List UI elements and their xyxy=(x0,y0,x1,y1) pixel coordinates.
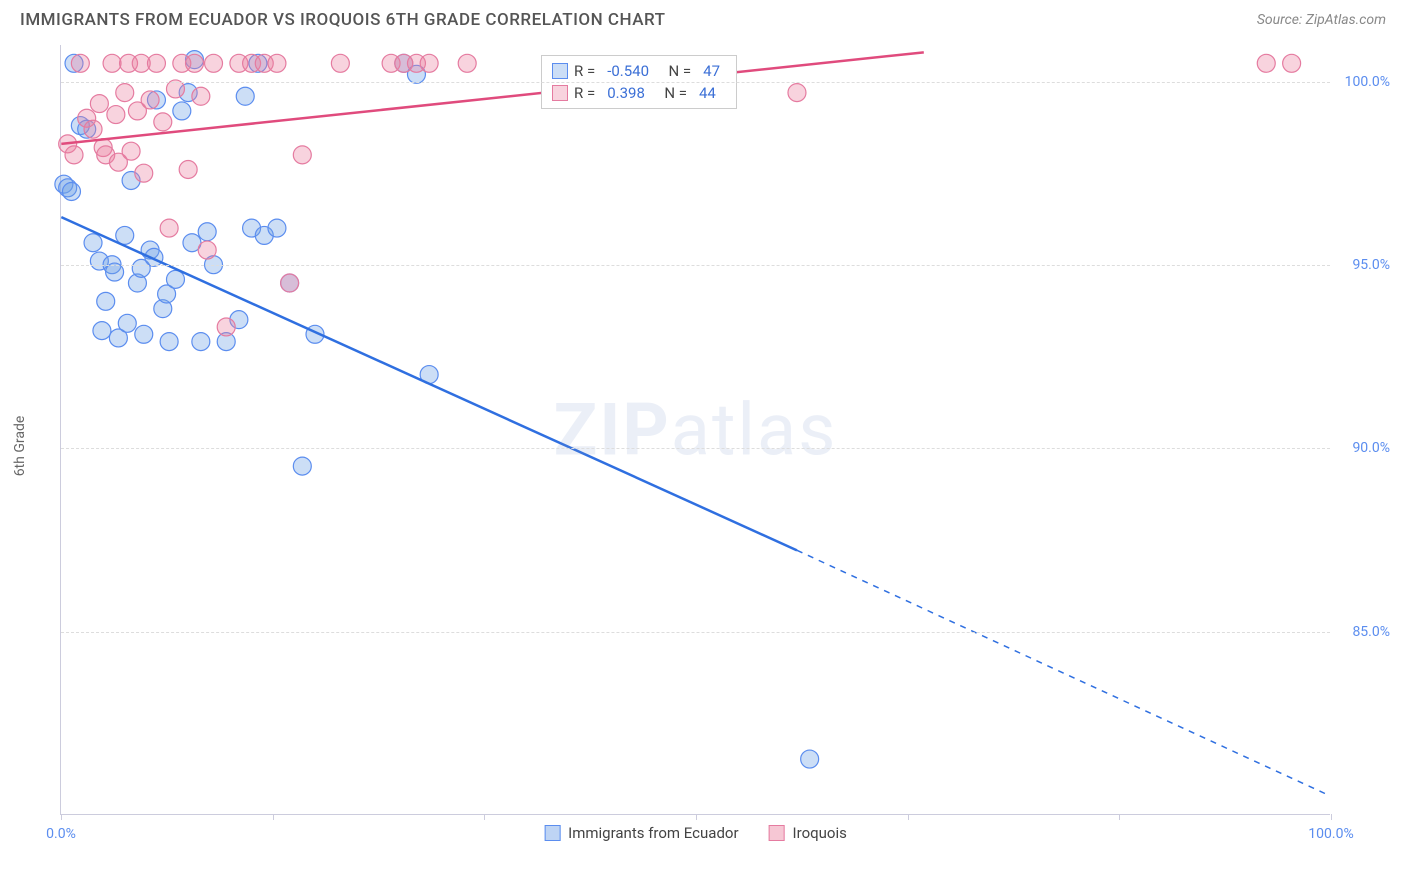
series-legend-item: Iroquois xyxy=(769,824,847,842)
legend-swatch xyxy=(552,63,568,79)
scatter-point xyxy=(135,164,153,182)
legend-swatch xyxy=(769,825,785,841)
legend-n-label: N = xyxy=(657,84,687,102)
scatter-point xyxy=(420,54,438,72)
legend-row: R = 0.398 N = 44 xyxy=(552,82,726,104)
scatter-point xyxy=(122,142,140,160)
series-legend-item: Immigrants from Ecuador xyxy=(544,824,738,842)
source-attribution: Source: ZipAtlas.com xyxy=(1257,12,1386,28)
scatter-point xyxy=(788,84,806,102)
y-tick-label: 90.0% xyxy=(1335,440,1390,456)
y-tick-label: 95.0% xyxy=(1335,257,1390,273)
scatter-point xyxy=(90,95,108,113)
scatter-point xyxy=(160,333,178,351)
scatter-point xyxy=(97,292,115,310)
scatter-point xyxy=(166,270,184,288)
x-tick-mark xyxy=(1331,814,1332,820)
scatter-point xyxy=(293,457,311,475)
scatter-point xyxy=(198,223,216,241)
legend-n-value: 44 xyxy=(693,84,722,102)
scatter-plot-svg xyxy=(61,45,1330,814)
scatter-point xyxy=(84,120,102,138)
x-tick-mark xyxy=(696,814,697,820)
scatter-point xyxy=(135,325,153,343)
scatter-point xyxy=(62,182,80,200)
chart-plot-area: ZIPatlas R =-0.540 N =47R =0.398 N =44 I… xyxy=(60,45,1330,815)
legend-r-label: R = xyxy=(574,84,595,102)
scatter-point xyxy=(1283,54,1301,72)
gridline xyxy=(61,632,1330,633)
scatter-point xyxy=(173,102,191,120)
legend-swatch xyxy=(552,85,568,101)
scatter-point xyxy=(154,113,172,131)
legend-row: R = -0.540 N = 47 xyxy=(552,60,726,82)
scatter-point xyxy=(268,219,286,237)
scatter-point xyxy=(141,91,159,109)
scatter-point xyxy=(147,54,165,72)
chart-title: IMMIGRANTS FROM ECUADOR VS IROQUOIS 6TH … xyxy=(20,10,666,30)
regression-line-dashed xyxy=(797,550,1330,795)
scatter-point xyxy=(1257,54,1275,72)
series-legend-label: Immigrants from Ecuador xyxy=(568,824,738,842)
scatter-point xyxy=(103,54,121,72)
series-legend: Immigrants from Ecuador Iroquois xyxy=(544,824,847,842)
x-tick-mark xyxy=(273,814,274,820)
legend-swatch xyxy=(544,825,560,841)
gridline xyxy=(61,265,1330,266)
scatter-point xyxy=(107,106,125,124)
scatter-point xyxy=(192,87,210,105)
scatter-point xyxy=(198,241,216,259)
scatter-point xyxy=(84,234,102,252)
scatter-point xyxy=(458,54,476,72)
x-tick-mark xyxy=(1119,814,1120,820)
scatter-point xyxy=(236,87,254,105)
chart-header: IMMIGRANTS FROM ECUADOR VS IROQUOIS 6TH … xyxy=(0,0,1406,35)
scatter-point xyxy=(118,314,136,332)
legend-r-value: 0.398 xyxy=(601,84,651,102)
scatter-point xyxy=(801,750,819,768)
legend-r-label: R = xyxy=(574,62,595,80)
x-tick-mark xyxy=(61,814,62,820)
scatter-point xyxy=(192,333,210,351)
x-tick-mark xyxy=(908,814,909,820)
scatter-point xyxy=(71,54,89,72)
legend-r-value: -0.540 xyxy=(601,62,655,80)
scatter-point xyxy=(186,54,204,72)
scatter-point xyxy=(65,146,83,164)
scatter-point xyxy=(268,54,286,72)
scatter-point xyxy=(116,84,134,102)
x-tick-mark xyxy=(484,814,485,820)
series-legend-label: Iroquois xyxy=(793,824,847,842)
x-tick-label: 100.0% xyxy=(1308,826,1353,842)
legend-n-value: 47 xyxy=(697,62,726,80)
scatter-point xyxy=(331,54,349,72)
y-axis-label: 6th Grade xyxy=(12,416,28,477)
legend-n-label: N = xyxy=(661,62,691,80)
scatter-point xyxy=(93,322,111,340)
scatter-point xyxy=(281,274,299,292)
scatter-point xyxy=(217,318,235,336)
x-tick-label: 0.0% xyxy=(46,826,76,842)
y-tick-label: 85.0% xyxy=(1335,624,1390,640)
gridline xyxy=(61,82,1330,83)
y-tick-label: 100.0% xyxy=(1335,74,1390,90)
scatter-point xyxy=(179,161,197,179)
regression-line xyxy=(61,217,797,550)
scatter-point xyxy=(160,219,178,237)
scatter-point xyxy=(293,146,311,164)
gridline xyxy=(61,448,1330,449)
scatter-point xyxy=(205,54,223,72)
